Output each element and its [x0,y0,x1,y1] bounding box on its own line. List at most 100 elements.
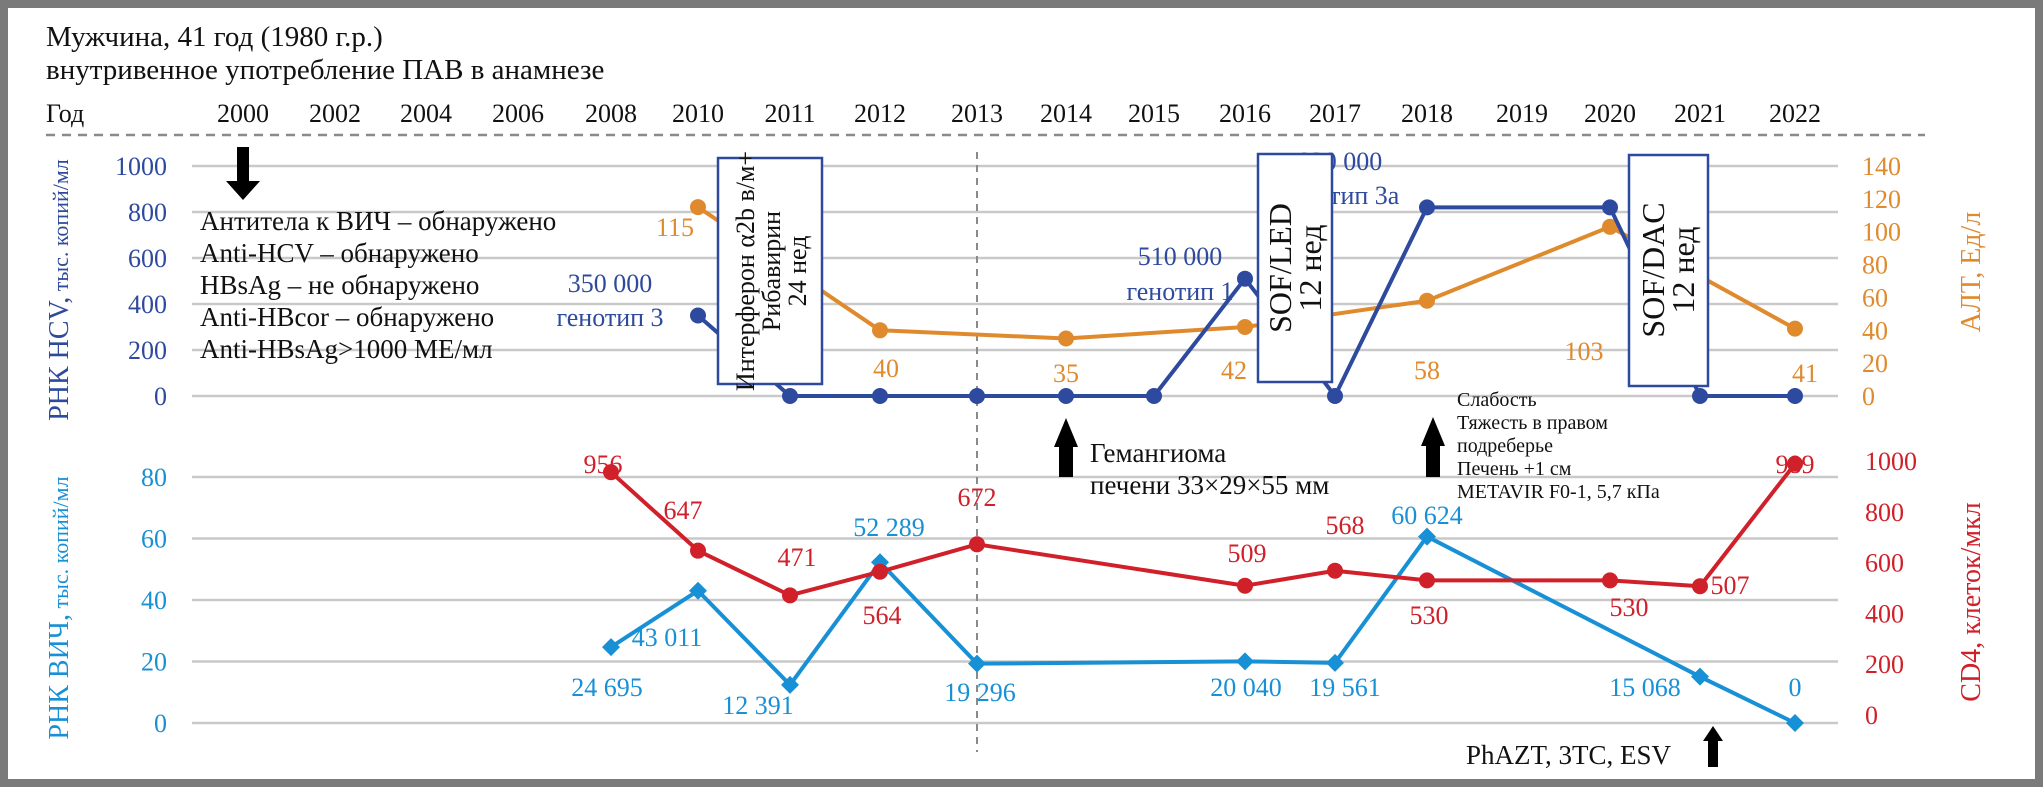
alt-label: 35 [1053,359,1079,388]
art-regimen-note: PhAZT, 3TC, ESV [1466,740,1672,770]
hemangioma-note: печени 33×29×55 мм [1090,470,1329,500]
hiv-rna-point [1418,527,1436,546]
hiv-axis-tick: 40 [141,586,167,615]
alt-point [690,199,706,216]
cd4-label: 568 [1326,511,1365,540]
cd4-axis-tick: 400 [1865,599,1904,628]
alt-series: 115 40 35 42 58 103 41 [656,199,1818,388]
hiv-rna-series: 24 695 43 011 12 391 52 289 19 296 20 040 19 5… [571,501,1804,732]
year-tick-2000: 2000 [217,99,269,128]
alt-point [1787,320,1803,337]
alt-axis-tick: 60 [1862,283,1888,312]
arrow-up-icon [1421,417,1445,477]
serology-line: Anti-HBcor – обнаружено [200,302,494,332]
hiv-axis-tick: 60 [141,525,167,554]
year-tick-2020: 2020 [1584,99,1636,128]
cd4-point [690,542,706,559]
cd4-point [782,587,798,604]
therapy-box-sof-led: SOF/LED 12 нед [1256,152,1334,384]
cd4-point [1327,562,1343,579]
alt-label: 41 [1792,359,1818,388]
hcv-axis-tick: 600 [128,244,167,273]
alt-axis-title: АЛТ, Ед/л [1956,212,1987,333]
alt-point [1419,292,1435,309]
gridlines [192,164,1838,725]
symptom-note: Печень +1 см [1457,458,1572,480]
hiv-axis-tick: 20 [141,648,167,677]
hiv-rna-label: 52 289 [853,513,925,542]
cd4-point [1692,578,1708,595]
therapy-box-interferon: Интерферон α2b в/м+ Рибавирин 24 нед [716,151,824,391]
cd4-axis-tick: 1000 [1865,447,1917,476]
year-tick-2019: 2019 [1496,99,1548,128]
symptom-note: Слабость [1457,389,1537,411]
cd4-label: 647 [664,496,703,525]
cd4-axis-tick: 200 [1865,650,1904,679]
alt-axis-title-main: АЛТ, Ед/л [1956,212,1987,333]
hiv-rna-label: 43 011 [632,623,703,652]
series-layer: 115 40 35 42 58 103 41 350 000 генотип 3 510 000 г… [556,147,1818,732]
year-tick-2006: 2006 [492,99,544,128]
hemangioma-note: Гемангиома [1090,438,1226,468]
hiv-rna-label: 19 561 [1309,673,1381,702]
alt-label: 42 [1221,356,1247,385]
cd4-axis-tick: 600 [1865,549,1904,578]
hcv-genotype-label: генотип 3 [556,303,663,332]
axes-layer: 0200400600800100002040608010012014002040… [44,152,1987,740]
cd4-label: 564 [863,601,902,630]
year-tick-2010: 2010 [672,99,724,128]
hcv-rna-label: 510 000 [1138,242,1223,271]
alt-point [1058,330,1074,347]
cd4-point [1237,577,1253,594]
year-tick-2002: 2002 [309,99,361,128]
hiv-rna-point [1691,667,1709,686]
cd4-point [872,563,888,580]
year-tick-2015: 2015 [1128,99,1180,128]
hcv-rna-point [1787,388,1803,404]
alt-axis-tick: 140 [1862,152,1901,181]
year-tick-2016: 2016 [1219,99,1271,128]
therapy-line: 24 нед [783,236,812,307]
hcv-rna-point [1237,270,1253,287]
hiv-axis-tick: 0 [154,709,167,738]
hcv-rna-point [1419,199,1435,216]
hiv-rna-point [1786,714,1804,732]
cd4-label: 507 [1711,571,1750,600]
serology-line: HBsAg – не обнаружено [200,270,479,300]
hiv-rna-point [1326,653,1344,672]
alt-point [872,322,888,339]
hiv-rna-point [968,654,986,673]
alt-axis-tick: 100 [1862,218,1901,247]
hiv-rna-label: 15 068 [1609,673,1681,702]
alt-label: 40 [873,354,899,383]
therapy-line: Рибавирин [757,211,786,331]
year-axis-label: Год [46,99,84,128]
symptom-note: METAVIR F0-1, 5,7 кПа [1457,481,1660,503]
hiv-axis-title-main: РНК ВИЧ, [44,614,75,740]
hcv-rna-point [872,388,888,404]
alt-axis-tick: 120 [1862,185,1901,214]
hcv-axis-title-main: РНК HCV, [44,297,75,421]
arrow-down-icon [226,147,260,200]
alt-axis-tick: 0 [1862,382,1875,411]
year-tick-2022: 2022 [1769,99,1821,128]
hcv-axis-tick: 1000 [115,152,167,181]
hcv-rna-point [690,307,706,324]
year-tick-2011: 2011 [764,99,815,128]
cd4-axis-tick: 800 [1865,498,1904,527]
serology-line: Anti-HCV – обнаружено [200,238,479,268]
hcv-rna-point [1692,388,1708,404]
hiv-rna-line [609,534,1796,725]
cd4-axis-title: CD4, клеток/мкл [1956,502,1987,701]
serology-line: Anti-HBsAg>1000 МЕ/мл [200,334,493,364]
therapy-line: SOF/DAC [1635,202,1671,337]
year-tick-2008: 2008 [585,99,637,128]
hiv-rna-point [602,638,620,657]
hcv-axis-tick: 800 [128,198,167,227]
hcv-rna-point [1146,388,1162,404]
hcv-rna-point [1327,388,1343,404]
hcv-genotype-label: генотип 1 [1126,277,1233,306]
cd4-label: 956 [584,450,623,479]
hcv-axis-tick: 400 [128,290,167,319]
